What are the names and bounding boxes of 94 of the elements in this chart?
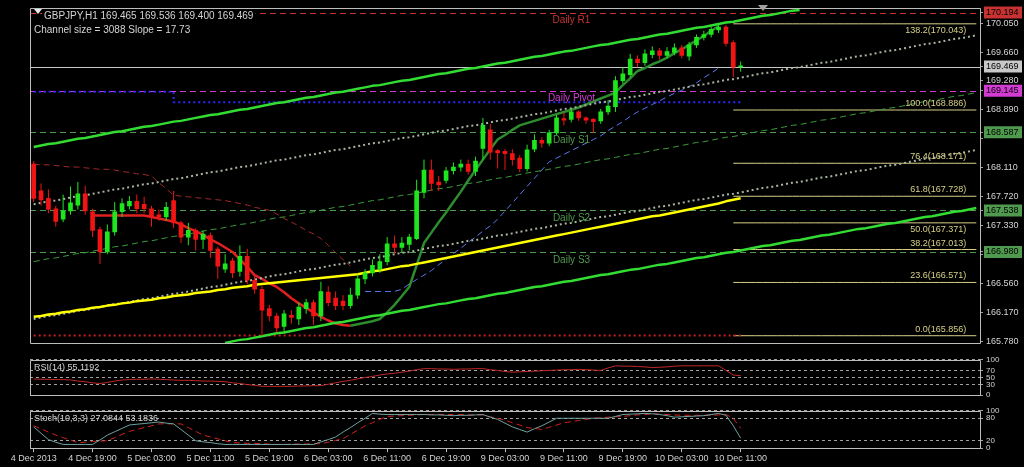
candlestick (281, 309, 287, 333)
candlestick (186, 222, 191, 246)
series-label: 100.0(168.886) (905, 97, 967, 108)
candlestick (90, 208, 95, 238)
candlestick (392, 235, 397, 255)
candlestick (274, 312, 280, 333)
x-tick-label: 9 Dec 11:00 (539, 453, 588, 464)
x-tick-label: 6 Dec 11:00 (363, 453, 412, 464)
x-tick-label: 5 Dec 03:00 (127, 453, 176, 464)
candlestick (664, 46, 670, 59)
ref-line-label: Daily Pivot (547, 92, 596, 104)
series-label: 0.0(165.856) (915, 323, 967, 334)
x-tick-label: 10 Dec 11:00 (714, 453, 768, 464)
candlestick (325, 285, 331, 307)
ref-line-label: Daily R1 (552, 14, 591, 26)
line-series (33, 92, 977, 263)
y-tick-label: 165.780 (986, 335, 1019, 346)
x-tick-label: 5 Dec 11:00 (186, 453, 235, 464)
candlestick (377, 253, 383, 274)
candlestick (348, 287, 353, 310)
candlestick (554, 114, 559, 136)
y-tick-label: 167.330 (986, 220, 1019, 231)
ref-line-label: Daily S2 (552, 212, 591, 224)
candlestick (156, 209, 162, 222)
chart-title: Stoch(10,3,3) 27.0844 53.1836 (34, 412, 159, 423)
series-label: 38.2(167.013) (910, 237, 967, 248)
y-tick-label: 0 (986, 443, 991, 453)
candlestick (134, 194, 140, 214)
y-tick-label: 169.280 (986, 75, 1019, 86)
candlestick (230, 257, 235, 279)
x-tick-label: 6 Dec 03:00 (303, 453, 353, 464)
y-tick-label: 20 (986, 435, 996, 445)
candlestick (473, 156, 478, 177)
x-tick-label: 4 Dec 2013 (10, 453, 57, 464)
candlestick (355, 273, 361, 300)
candlestick (333, 290, 338, 311)
candlestick (53, 205, 59, 228)
x-tick-label: 5 Dec 19:00 (245, 453, 294, 464)
y-tick-label: 169.145 (986, 85, 1019, 96)
chart-title: GBPJPY,H1 169.465 169.536 169.400 169.469 (44, 10, 254, 22)
text: Channel size = 3088 Slope = 17.73 (34, 24, 191, 36)
candlestick (163, 201, 169, 222)
candlestick (46, 188, 51, 214)
candlestick (384, 236, 390, 266)
candlestick (502, 148, 508, 171)
y-tick-label: 169.660 (986, 46, 1019, 57)
candlestick (627, 53, 633, 79)
line-series (32, 148, 978, 321)
x-tick-label: 9 Dec 03:00 (480, 453, 530, 464)
x-tick-label: 9 Dec 19:00 (598, 453, 648, 464)
candlestick (215, 246, 221, 280)
candlestick (82, 185, 88, 216)
candlestick (112, 201, 118, 237)
y-tick-label: 70 (986, 365, 996, 375)
x-tick-label: 6 Dec 19:00 (421, 453, 471, 464)
y-tick-label: 170.194 (986, 7, 1019, 18)
y-tick-label: 166.170 (986, 306, 1019, 317)
x-tick-label: 4 Dec 19:00 (68, 453, 117, 464)
x-tick-label: 10 Dec 03:00 (654, 453, 709, 464)
candlestick (296, 302, 302, 326)
candlestick (487, 123, 493, 161)
y-tick-label: 50 (986, 372, 996, 382)
y-tick-label: 168.587 (986, 126, 1019, 137)
y-tick-label: 166.980 (986, 246, 1019, 257)
series-label: 138.2(170.043) (905, 24, 967, 35)
y-tick-label: 169.469 (986, 61, 1019, 72)
ref-line-label: Daily S3 (552, 253, 591, 265)
y-tick-label: 166.560 (986, 277, 1019, 288)
series-label: 23.6(166.571) (910, 270, 967, 281)
chart-title: RSI(14) 55.1192 (34, 361, 100, 372)
candlestick (208, 232, 213, 259)
y-tick-label: 170.050 (986, 17, 1019, 28)
series-label: 50.0(167.371) (910, 223, 967, 234)
line-series (33, 163, 351, 267)
y-tick-label: 168.890 (986, 104, 1019, 115)
candlestick (68, 185, 73, 216)
y-tick-label: 168.110 (986, 162, 1018, 173)
candlestick (429, 159, 434, 192)
candlestick (495, 148, 500, 170)
line-series (364, 67, 720, 292)
y-tick-label: 80 (986, 413, 996, 423)
candlestick (171, 190, 176, 229)
y-tick-label: 0 (986, 390, 991, 400)
candlestick (149, 205, 154, 228)
y-tick-label: 100 (986, 406, 1000, 415)
ref-line-label: Daily S1 (552, 134, 591, 146)
y-tick-label: 30 (986, 379, 996, 389)
y-tick-label: 167.720 (986, 191, 1019, 202)
y-tick-label: 100 (986, 355, 1000, 364)
candlestick (105, 223, 110, 255)
candlestick (311, 299, 316, 326)
series-label: 61.8(167.728) (910, 184, 967, 195)
y-tick-label: 167.538 (986, 204, 1019, 215)
candlestick (193, 227, 199, 251)
